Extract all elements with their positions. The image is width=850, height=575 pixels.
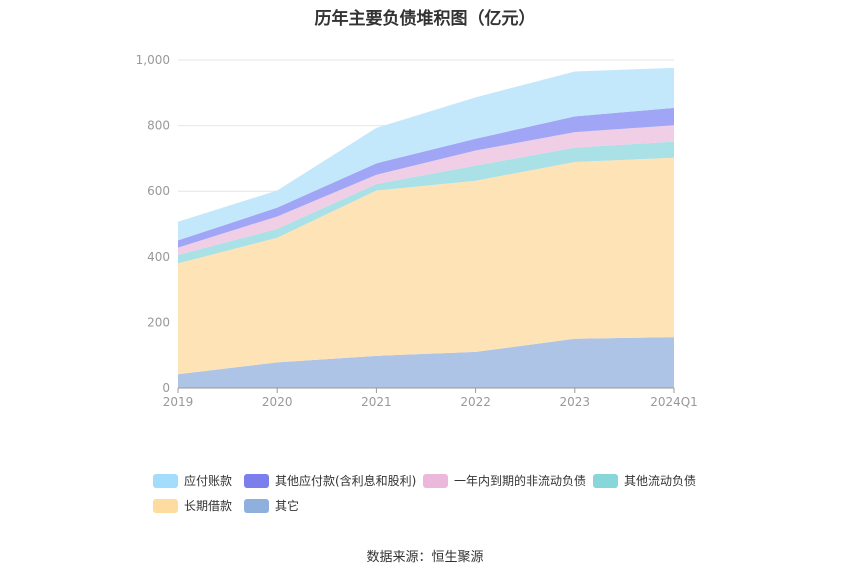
- axes: 0 200 400 600 800 1,000 2019 2020 2021 2022 2023 20…: [136, 53, 698, 409]
- y-tick-label: 600: [147, 184, 170, 198]
- legend-swatch: [244, 473, 269, 488]
- legend-swatch: [153, 473, 178, 488]
- legend-swatch: [423, 473, 448, 488]
- legend-label: 一年内到期的非流动负债: [454, 474, 587, 488]
- chart-title: 历年主要负债堆积图（亿元）: [314, 9, 536, 29]
- data-source: 数据来源：恒生聚源: [366, 550, 484, 565]
- legend-label: 长期借款: [184, 499, 233, 513]
- legend-item-other[interactable]: 其它: [244, 497, 299, 514]
- legend-item-accounts-payable[interactable]: 应付账款: [153, 472, 232, 489]
- legend-label: 其他流动负债: [624, 474, 697, 488]
- y-tick-label: 200: [147, 315, 170, 329]
- area-长期借款: [178, 157, 674, 375]
- legend-label: 其他应付款(含利息和股利): [275, 474, 417, 488]
- area-一年内到期的非流动负债: [178, 125, 674, 255]
- area-其他流动负债: [178, 141, 674, 264]
- x-tick-label: 2024Q1: [650, 395, 698, 409]
- x-tick-label: 2019: [163, 395, 194, 409]
- y-tick-label: 0: [162, 381, 170, 395]
- legend-label: 应付账款: [184, 474, 233, 488]
- x-tick-label: 2021: [361, 395, 392, 409]
- legend-label: 其它: [275, 499, 300, 513]
- legend-item-other-current[interactable]: 其他流动负债: [593, 472, 696, 489]
- y-tick-label: 400: [147, 250, 170, 264]
- y-tick-label: 1,000: [136, 53, 170, 67]
- x-tick-label: 2022: [460, 395, 491, 409]
- area-series: [178, 67, 674, 388]
- legend-swatch: [244, 498, 269, 513]
- legend-item-current-noncurrent[interactable]: 一年内到期的非流动负债: [423, 472, 586, 489]
- y-tick-label: 800: [147, 119, 170, 133]
- area-其它: [178, 337, 674, 388]
- x-tick-label: 2020: [262, 395, 293, 409]
- legend-swatch: [153, 498, 178, 513]
- area-应付账款: [178, 67, 674, 241]
- legend-item-other-payables[interactable]: 其他应付款(含利息和股利): [244, 472, 416, 489]
- legend-swatch: [593, 473, 618, 488]
- x-tick-label: 2023: [560, 395, 591, 409]
- legend-item-long-term-loans[interactable]: 长期借款: [153, 497, 232, 514]
- area-其他应付款(含利息和股利): [178, 107, 674, 248]
- stacked-area-chart: 0 200 400 600 800 1,000 2019 2020 2021 2022 2023 20…: [136, 53, 698, 409]
